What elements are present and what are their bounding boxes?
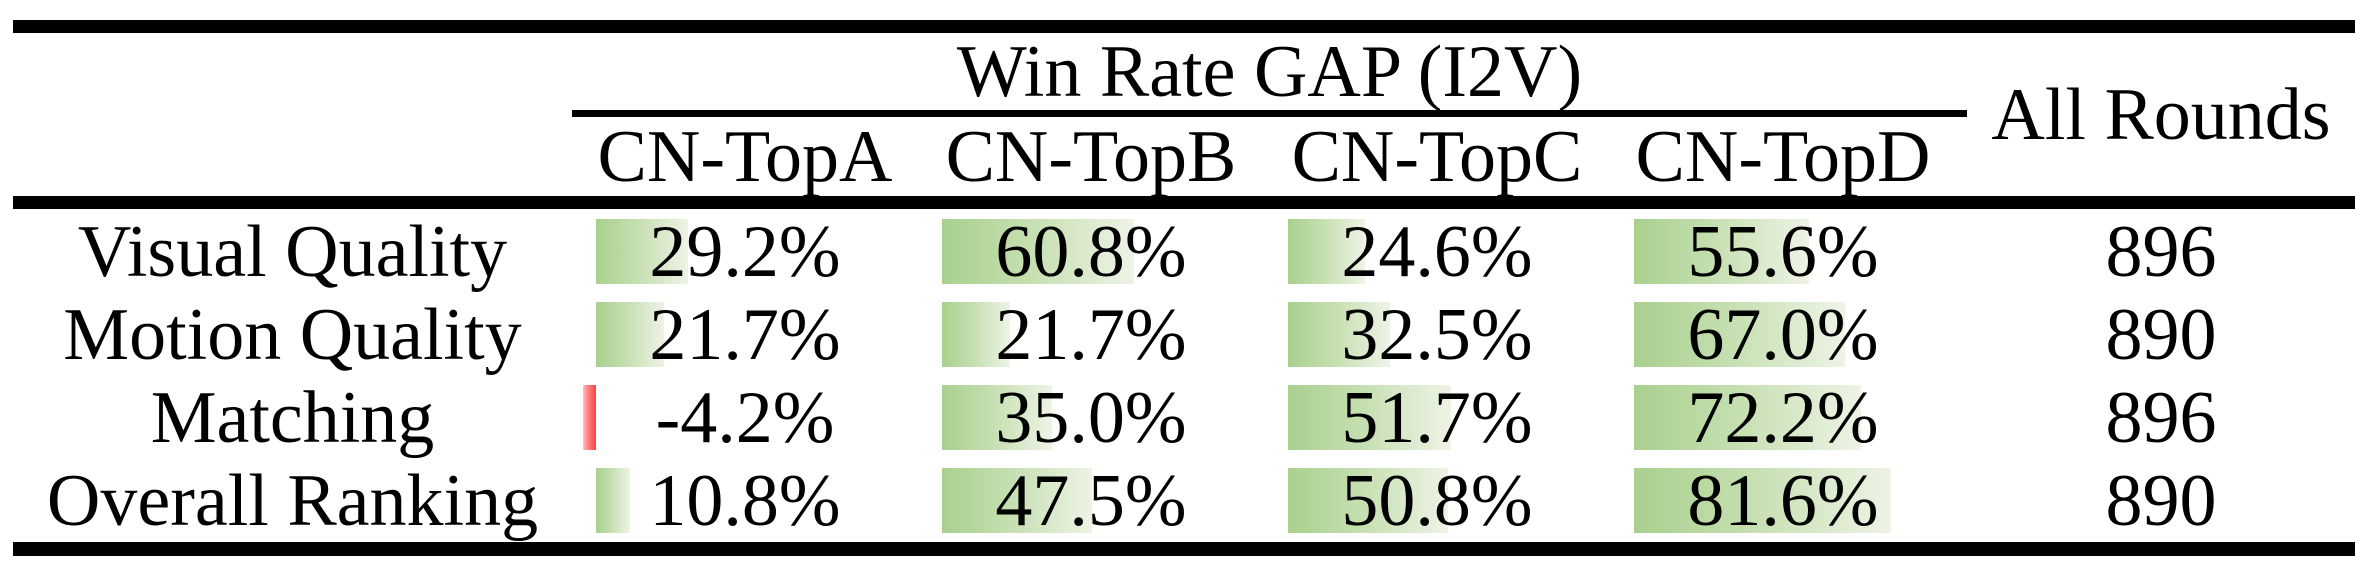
- win-rate-value: 67.0%: [1687, 293, 1879, 376]
- win-rate-bar: [1288, 468, 1449, 533]
- row-label: Motion Quality: [63, 293, 522, 376]
- table-row: Motion Quality 21.7% 21.7% 32.5% 67.0% 8…: [0, 293, 2374, 376]
- win-rate-value: 29.2%: [649, 210, 841, 293]
- win-rate-bar: [1634, 219, 1810, 284]
- value-cell: 72.2%: [1610, 376, 1956, 459]
- win-rate-value: 50.8%: [1341, 459, 1533, 542]
- group-header-underline-rule: [572, 110, 1967, 117]
- value-cell: 81.6%: [1610, 459, 1956, 542]
- win-rate-value: 55.6%: [1687, 210, 1879, 293]
- win-rate-value: -4.2%: [655, 376, 835, 459]
- win-rate-bar: [942, 219, 1134, 284]
- all-rounds-value: 896: [2105, 376, 2217, 459]
- all-rounds-value: 890: [2105, 459, 2217, 542]
- value-cell: 47.5%: [918, 459, 1264, 542]
- all-rounds-value: 896: [2105, 210, 2217, 293]
- win-rate-bar: [596, 219, 688, 284]
- value-cell: 24.6%: [1264, 210, 1610, 293]
- value-cell: 29.2%: [572, 210, 918, 293]
- column-header-cn-topd: CN-TopD: [1635, 115, 1931, 198]
- bottom-rule: [13, 542, 2355, 556]
- all-rounds-column-header: All Rounds: [1991, 73, 2331, 156]
- win-rate-bar: [942, 385, 1053, 450]
- row-label: Overall Ranking: [46, 459, 539, 542]
- value-cell: 55.6%: [1610, 210, 1956, 293]
- value-cell: 32.5%: [1264, 293, 1610, 376]
- win-rate-bar: [1634, 468, 1892, 533]
- group-header-title: Win Rate GAP (I2V): [956, 30, 1583, 113]
- win-rate-bar: [596, 302, 665, 367]
- all-rounds-value: 890: [2105, 293, 2217, 376]
- column-header-cn-topb: CN-TopB: [945, 115, 1237, 198]
- table-row: Visual Quality 29.2% 60.8% 24.6% 55.6% 8…: [0, 210, 2374, 293]
- win-rate-bar: [596, 468, 631, 533]
- column-header-cn-topa: CN-TopA: [597, 115, 893, 198]
- win-rate-bar: [1288, 219, 1366, 284]
- win-rate-bar: [942, 468, 1092, 533]
- win-rate-value: 35.0%: [995, 376, 1187, 459]
- value-cell: 60.8%: [918, 210, 1264, 293]
- value-cell: 50.8%: [1264, 459, 1610, 542]
- win-rate-bar: [1288, 385, 1451, 450]
- win-rate-value: 81.6%: [1687, 459, 1879, 542]
- win-rate-bar-negative: [582, 385, 596, 450]
- win-rate-bar: [1634, 385, 1862, 450]
- header-separator-rule: [13, 196, 2355, 209]
- table-row: Overall Ranking 10.8% 47.5% 50.8% 81.6% …: [0, 459, 2374, 542]
- win-rate-bar: [1288, 302, 1391, 367]
- win-rate-value: 47.5%: [995, 459, 1187, 542]
- table-row: Matching -4.2% 35.0% 51.7% 72.2% 896: [0, 376, 2374, 459]
- win-rate-value: 10.8%: [649, 459, 841, 542]
- win-rate-bar: [942, 302, 1011, 367]
- column-header-cn-topc: CN-TopC: [1291, 115, 1583, 198]
- win-rate-value: 51.7%: [1341, 376, 1533, 459]
- win-rate-value: 21.7%: [995, 293, 1187, 376]
- row-label: Matching: [150, 376, 435, 459]
- value-cell: -4.2%: [572, 376, 918, 459]
- row-label: Visual Quality: [77, 210, 508, 293]
- value-cell: 35.0%: [918, 376, 1264, 459]
- value-cell: 51.7%: [1264, 376, 1610, 459]
- win-rate-bar: [1634, 302, 1846, 367]
- win-rate-value: 32.5%: [1341, 293, 1533, 376]
- win-rate-value: 72.2%: [1687, 376, 1879, 459]
- win-rate-value: 60.8%: [995, 210, 1187, 293]
- win-rate-value: 24.6%: [1341, 210, 1533, 293]
- value-cell: 21.7%: [918, 293, 1264, 376]
- value-cell: 21.7%: [572, 293, 918, 376]
- value-cell: 10.8%: [572, 459, 918, 542]
- top-rule: [13, 20, 2355, 33]
- table-body: Visual Quality 29.2% 60.8% 24.6% 55.6% 8…: [0, 210, 2374, 542]
- win-rate-value: 21.7%: [649, 293, 841, 376]
- value-cell: 67.0%: [1610, 293, 1956, 376]
